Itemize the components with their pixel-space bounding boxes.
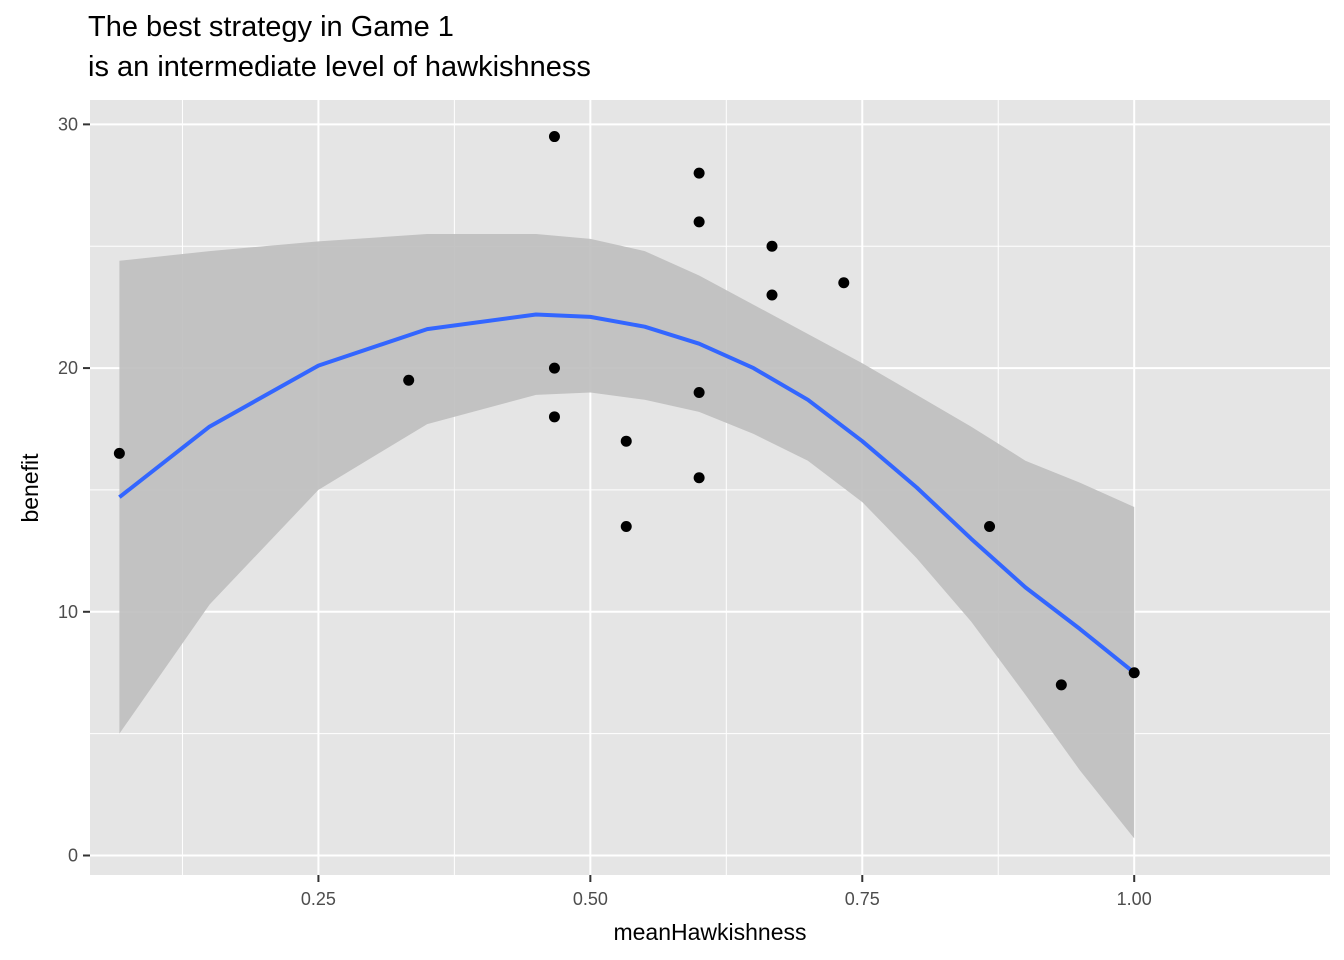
y-axis: 0 10 20 30 xyxy=(58,114,90,866)
data-point xyxy=(693,386,705,398)
data-point xyxy=(620,520,632,532)
data-point xyxy=(1055,679,1067,691)
y-tick-label: 10 xyxy=(58,602,78,622)
data-point xyxy=(693,167,705,179)
data-point xyxy=(620,435,632,447)
x-axis-title: meanHawkishness xyxy=(613,919,806,945)
data-point xyxy=(693,472,705,484)
smooth-line xyxy=(118,312,1136,675)
data-points xyxy=(113,131,1140,691)
data-point xyxy=(548,131,560,143)
x-tick-label: 0.50 xyxy=(573,889,608,909)
data-point xyxy=(113,447,125,459)
x-tick-label: 0.25 xyxy=(301,889,336,909)
x-tick-label: 0.75 xyxy=(845,889,880,909)
grid-minor xyxy=(90,100,1330,875)
x-axis: 0.25 0.50 0.75 1.00 xyxy=(301,875,1152,909)
data-point xyxy=(766,289,778,301)
data-point xyxy=(984,520,996,532)
data-point xyxy=(548,362,560,374)
data-point xyxy=(838,277,850,289)
confidence-ribbon xyxy=(119,234,1135,839)
data-point xyxy=(693,216,705,228)
y-tick-label: 0 xyxy=(68,846,78,866)
data-point xyxy=(548,411,560,423)
y-tick-label: 30 xyxy=(58,114,78,134)
chart-subtitle: is an intermediate level of hawkishness xyxy=(88,51,591,83)
chart-title: The best strategy in Game 1 xyxy=(88,11,454,43)
data-point xyxy=(766,240,778,252)
y-tick-label: 20 xyxy=(58,358,78,378)
y-axis-title: benefit xyxy=(17,453,43,523)
data-point xyxy=(1128,667,1140,679)
x-tick-label: 1.00 xyxy=(1117,889,1152,909)
data-point xyxy=(403,374,415,386)
